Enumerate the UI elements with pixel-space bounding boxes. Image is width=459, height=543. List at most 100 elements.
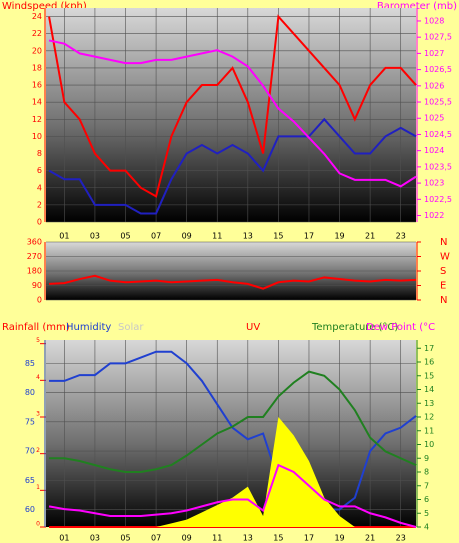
y2-tick-label: 15 bbox=[424, 371, 434, 380]
windspeed-label: Windspeed (kph) bbox=[2, 1, 87, 12]
legend-entry: Dew Point (°C bbox=[366, 322, 435, 333]
x-tick-label: 03 bbox=[90, 232, 100, 241]
y-tick-label: 4 bbox=[37, 183, 42, 192]
x-tick-label: 13 bbox=[243, 232, 253, 241]
y-tick-label: 12 bbox=[32, 115, 42, 124]
x-tick-label: 09 bbox=[182, 534, 192, 543]
x-tick-label: 11 bbox=[212, 232, 222, 241]
x-tick-label: 15 bbox=[273, 534, 283, 543]
y-tick-label: 14 bbox=[32, 98, 42, 107]
x-tick-label: 15 bbox=[273, 232, 283, 241]
x-tick-label: 05 bbox=[120, 232, 130, 241]
rain-tick-label: 4 bbox=[36, 374, 40, 381]
x-tick-label: 09 bbox=[182, 232, 192, 241]
x-tick-label: 13 bbox=[243, 534, 253, 543]
y2-tick-label: 1022,5 bbox=[424, 195, 452, 204]
y-tick-label: 8 bbox=[37, 149, 42, 158]
rain-tick-label: 1 bbox=[36, 484, 40, 491]
y2-tick-label: 13 bbox=[424, 399, 434, 408]
y2-tick-label: 1024 bbox=[424, 146, 444, 155]
y-tick-label: 10 bbox=[32, 132, 42, 141]
line bbox=[49, 274, 417, 290]
legend-entry: Temperature (°C) bbox=[311, 322, 398, 333]
rain-tick-label: 0 bbox=[36, 521, 40, 528]
y-tick-label: 180 bbox=[27, 267, 42, 276]
y-tick-label: 270 bbox=[27, 252, 42, 261]
y-tick-label: 75 bbox=[25, 417, 35, 426]
y2-tick-label: 6 bbox=[424, 495, 429, 504]
y2-tick-label: 11 bbox=[424, 426, 434, 435]
y2-tick-label: W bbox=[440, 252, 450, 263]
y2-tick-label: 1027 bbox=[424, 49, 444, 58]
x-tick-label: 05 bbox=[120, 534, 130, 543]
y-tick-label: 360 bbox=[27, 238, 42, 247]
x-tick-label: 23 bbox=[396, 534, 406, 543]
y-tick-label: 85 bbox=[25, 359, 35, 368]
y2-tick-label: 1024,5 bbox=[424, 130, 452, 139]
legend-entry: UV bbox=[246, 322, 260, 333]
x-tick-label: 03 bbox=[90, 534, 100, 543]
y2-tick-label: 1025 bbox=[424, 114, 444, 123]
y2-tick-label: 7 bbox=[424, 481, 429, 490]
y2-tick-label: 4 bbox=[424, 523, 429, 532]
y2-tick-label: 14 bbox=[424, 385, 434, 394]
line bbox=[48, 117, 417, 215]
legend-entry: Solar bbox=[118, 322, 144, 333]
y-tick-label: 16 bbox=[32, 81, 42, 90]
y2-tick-label: E bbox=[440, 281, 446, 292]
x-tick-label: 07 bbox=[151, 534, 161, 543]
x-tick-label: 01 bbox=[59, 232, 69, 241]
y2-tick-label: 1023,5 bbox=[424, 162, 452, 171]
y2-tick-label: 5 bbox=[424, 509, 429, 518]
y2-tick-label: S bbox=[440, 266, 446, 277]
x-tick-label: 21 bbox=[365, 534, 375, 543]
line bbox=[48, 39, 417, 188]
y-tick-label: 20 bbox=[32, 46, 42, 55]
y-tick-label: 70 bbox=[25, 447, 35, 456]
x-tick-label: 19 bbox=[334, 534, 344, 543]
legend-entry: Humidity bbox=[66, 322, 111, 333]
y-tick-label: 6 bbox=[37, 166, 42, 175]
plot-area bbox=[46, 340, 416, 527]
y-tick-label: 60 bbox=[25, 505, 35, 514]
y-tick-label: 18 bbox=[32, 63, 42, 72]
x-tick-label: 19 bbox=[334, 232, 344, 241]
y2-tick-label: 17 bbox=[424, 344, 434, 353]
y2-tick-label: 16 bbox=[424, 358, 434, 367]
x-tick-label: 17 bbox=[304, 232, 314, 241]
y2-tick-label: 8 bbox=[424, 468, 429, 477]
line bbox=[48, 14, 417, 198]
rain-tick-label: 3 bbox=[36, 411, 40, 418]
x-tick-label: 11 bbox=[212, 534, 222, 543]
plot-area bbox=[46, 8, 416, 222]
x-tick-label: 21 bbox=[365, 232, 375, 241]
barometer-label: Barometer (mb) bbox=[377, 1, 457, 12]
x-tick-label: 23 bbox=[396, 232, 406, 241]
y2-tick-label: N bbox=[440, 237, 447, 248]
y-tick-label: 24 bbox=[32, 12, 42, 21]
line bbox=[49, 370, 417, 473]
x-tick-label: 01 bbox=[59, 534, 69, 543]
y-tick-label: 80 bbox=[25, 388, 35, 397]
y-tick-label: 0 bbox=[37, 296, 42, 305]
y-tick-label: 2 bbox=[37, 200, 42, 209]
rain-tick-label: 2 bbox=[36, 447, 40, 454]
y2-tick-label: 1025,5 bbox=[424, 98, 452, 107]
y2-tick-label: 1026 bbox=[424, 81, 444, 90]
line bbox=[48, 463, 417, 528]
y-tick-label: 0 bbox=[37, 218, 42, 227]
y2-tick-label: 12 bbox=[424, 413, 434, 422]
y2-tick-label: 1028 bbox=[424, 16, 444, 25]
y2-tick-label: 1026,5 bbox=[424, 65, 452, 74]
y2-tick-label: 10 bbox=[424, 440, 434, 449]
y2-tick-label: 1023 bbox=[424, 179, 444, 188]
y-tick-label: 22 bbox=[32, 29, 42, 38]
y-tick-label: 90 bbox=[32, 281, 42, 290]
x-tick-label: 17 bbox=[304, 534, 314, 543]
y2-tick-label: N bbox=[440, 295, 447, 306]
y2-tick-label: 9 bbox=[424, 454, 429, 463]
legend-entry: Rainfall (mm) bbox=[2, 322, 70, 333]
y-tick-label: 65 bbox=[25, 476, 35, 485]
x-tick-label: 07 bbox=[151, 232, 161, 241]
